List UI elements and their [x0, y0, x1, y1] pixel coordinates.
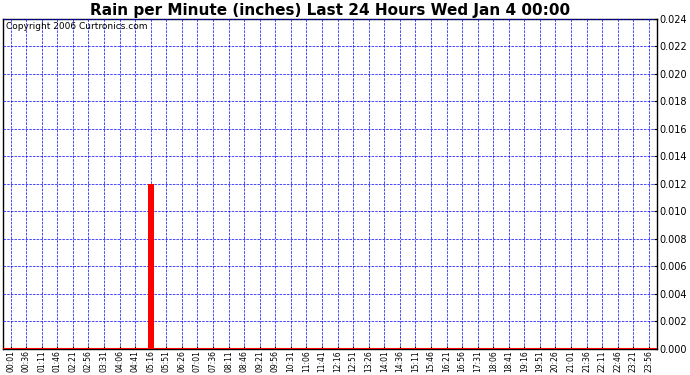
Bar [148, 184, 154, 349]
Title: Rain per Minute (inches) Last 24 Hours Wed Jan 4 00:00: Rain per Minute (inches) Last 24 Hours W… [90, 3, 570, 18]
Text: Copyright 2006 Curtronics.com: Copyright 2006 Curtronics.com [6, 22, 148, 31]
